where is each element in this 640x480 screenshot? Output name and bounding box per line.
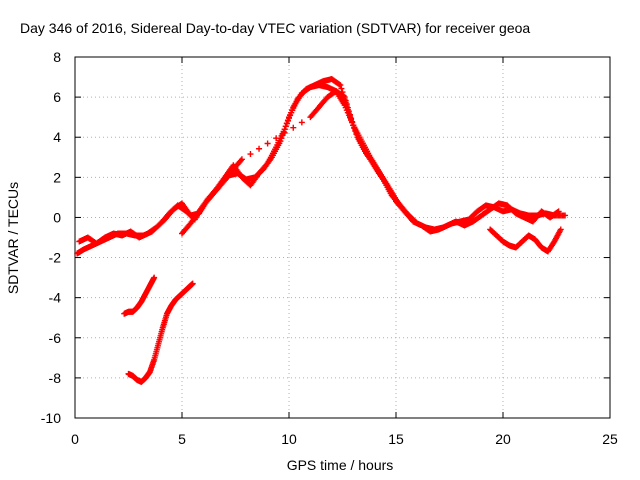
secondary-branch-point — [409, 215, 416, 222]
x-tick-label: 10 — [281, 431, 297, 447]
main-trace-a-point — [562, 212, 569, 219]
secondary-branch-point — [238, 156, 245, 163]
plot-frame — [74, 56, 611, 419]
main-trace-b-point — [288, 109, 295, 116]
x-tick-label: 0 — [71, 431, 79, 447]
main-trace-b-point — [283, 120, 290, 127]
x-tick-label: 25 — [602, 431, 618, 447]
secondary-branch-point — [281, 129, 288, 136]
axis-ticks: 0 5 10 15 20 25 -10 -8 -6 -4 -2 0 2 4 6 8 — [41, 49, 618, 447]
chart-title: Day 346 of 2016, Sidereal Day-to-day VTE… — [20, 20, 530, 36]
y-axis-label: SDTVAR / TECUs — [5, 182, 21, 294]
y-tick-label: 6 — [53, 89, 61, 105]
y-tick-label: -2 — [49, 250, 62, 266]
main-trace-b-point — [284, 117, 291, 124]
main-trace-a-point — [338, 85, 345, 92]
y-tick-label: 2 — [53, 169, 61, 185]
main-trace-b-point — [555, 208, 562, 215]
y-tick-label: -10 — [41, 410, 61, 426]
x-tick-label: 15 — [388, 431, 404, 447]
data-points — [74, 76, 569, 385]
secondary-branch-point — [256, 145, 263, 152]
right-lower-branch-point — [557, 226, 564, 233]
secondary-branch-point — [237, 157, 244, 164]
y-tick-label: -6 — [49, 330, 62, 346]
main-trace-b-point — [286, 115, 292, 122]
secondary-branch-point — [290, 124, 297, 131]
main-trace-b-point — [289, 106, 296, 113]
main-trace-b-point — [341, 94, 348, 101]
x-tick-label: 20 — [495, 431, 511, 447]
y-tick-label: -4 — [49, 290, 62, 306]
main-trace-b-point — [287, 112, 294, 119]
secondary-branch-point — [247, 151, 254, 158]
y-tick-label: 4 — [53, 129, 61, 145]
secondary-branch-point — [264, 140, 271, 147]
x-axis-label: GPS time / hours — [287, 457, 394, 473]
secondary-branch-point — [273, 135, 280, 142]
x-tick-label: 5 — [178, 431, 186, 447]
main-trace-b-point — [263, 161, 270, 168]
y-tick-label: -8 — [49, 370, 62, 386]
lower-trace-short-point — [151, 274, 158, 281]
main-trace-b-point — [554, 209, 561, 216]
main-trace-a-point — [337, 82, 344, 89]
secondary-branch-point — [298, 119, 305, 126]
y-tick-label: 0 — [53, 209, 61, 225]
secondary-branch-point — [410, 216, 417, 223]
main-trace-a-point — [336, 81, 343, 88]
y-tick-label: 8 — [53, 49, 61, 65]
lower-trace-deep-point — [189, 280, 196, 287]
main-trace-b-point — [282, 123, 289, 130]
